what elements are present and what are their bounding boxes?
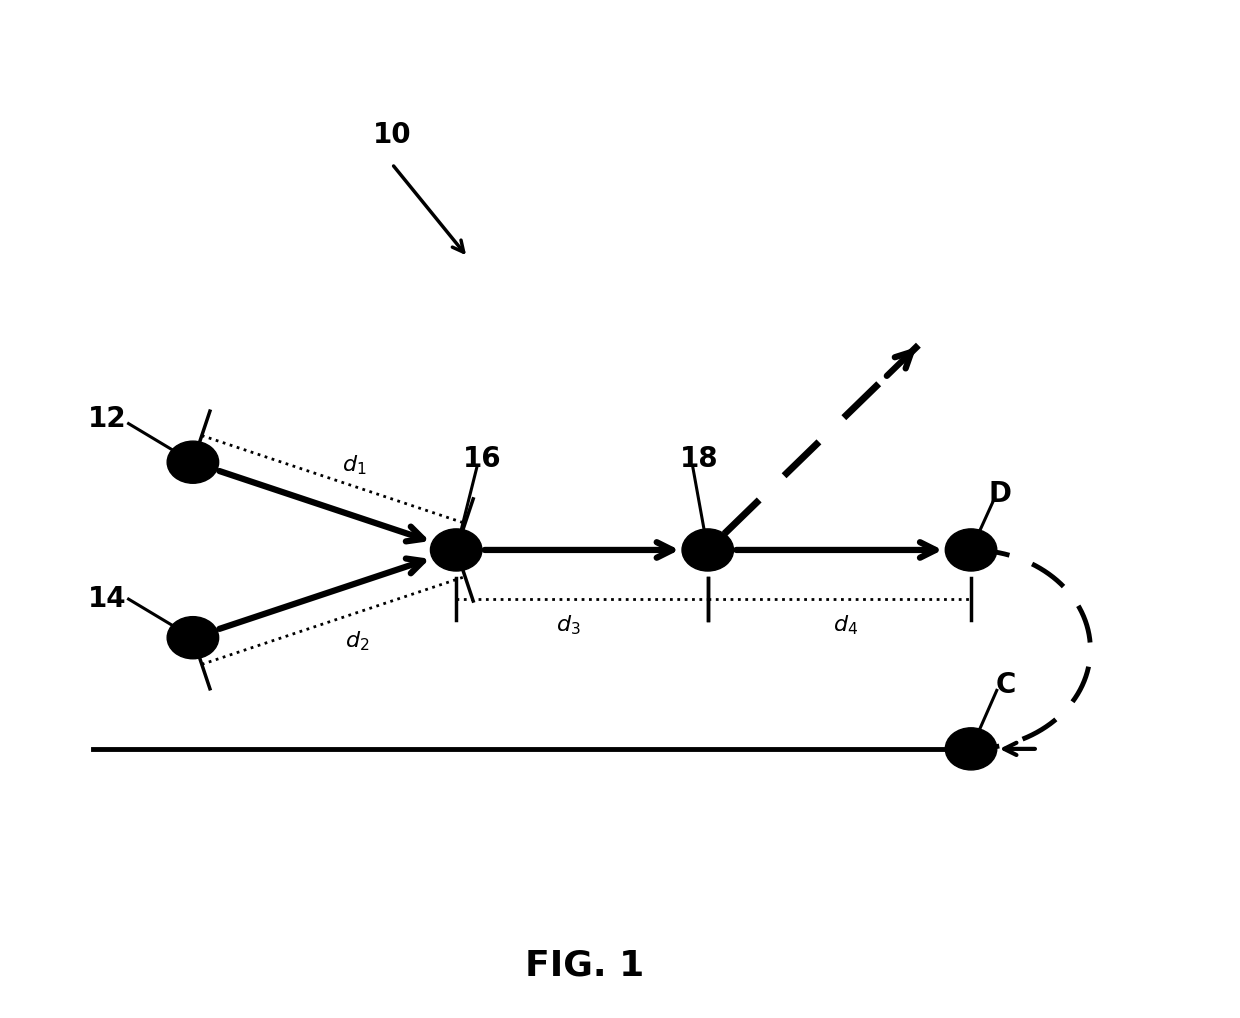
Text: FIG. 1: FIG. 1 (526, 949, 645, 982)
Ellipse shape (945, 529, 997, 571)
Ellipse shape (430, 529, 482, 571)
Ellipse shape (682, 529, 734, 571)
Text: $d_1$: $d_1$ (342, 454, 367, 477)
Text: $d_2$: $d_2$ (345, 630, 370, 654)
Text: 18: 18 (681, 445, 719, 472)
Text: $d_4$: $d_4$ (833, 613, 858, 636)
Text: $d_3$: $d_3$ (556, 613, 580, 636)
Text: 16: 16 (463, 445, 501, 472)
Text: D: D (988, 479, 1012, 508)
Text: C: C (996, 671, 1017, 698)
Ellipse shape (945, 728, 997, 770)
Text: 10: 10 (372, 120, 412, 149)
Text: 12: 12 (88, 405, 126, 433)
Ellipse shape (167, 617, 218, 659)
Text: 14: 14 (88, 585, 126, 613)
Ellipse shape (167, 441, 218, 484)
